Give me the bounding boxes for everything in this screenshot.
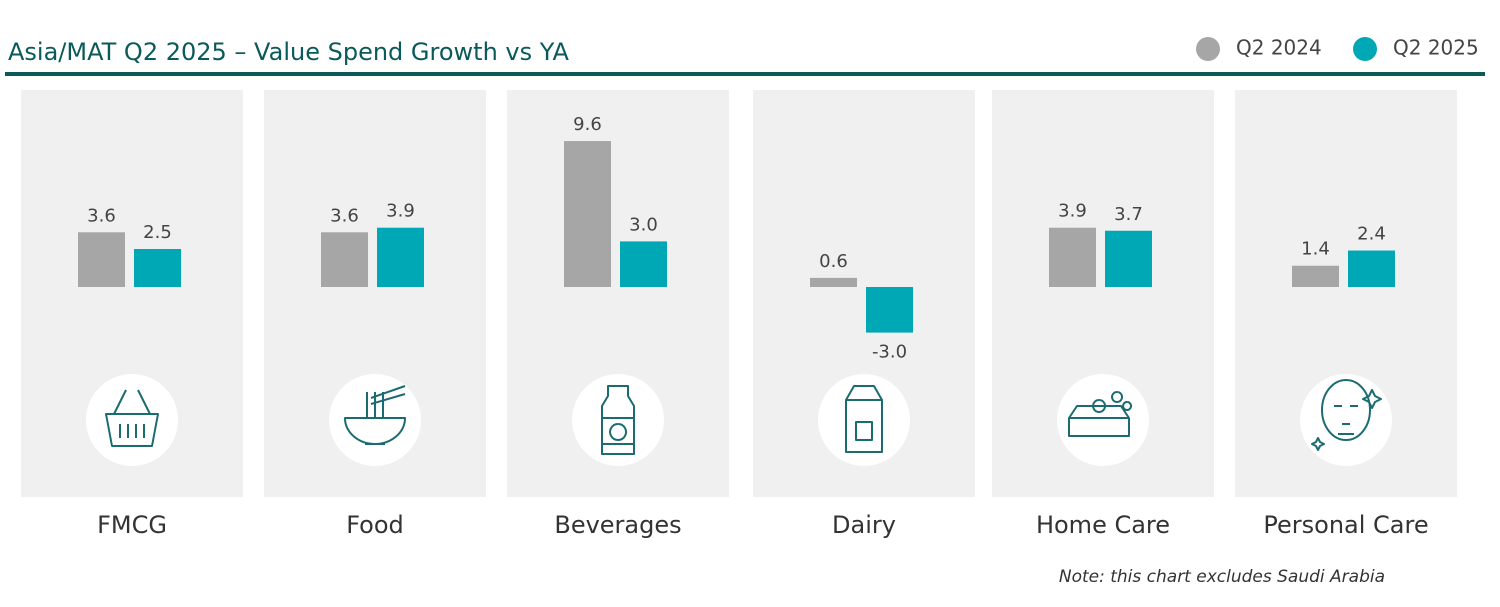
bar <box>866 287 913 333</box>
bar <box>810 277 857 287</box>
category-label: Personal Care <box>1263 511 1428 539</box>
category-icon <box>1068 391 1133 437</box>
bar <box>321 232 368 287</box>
legend-label: Q2 2025 <box>1393 36 1479 60</box>
value-label: -3.0 <box>872 342 907 363</box>
bar <box>1348 250 1395 287</box>
value-label: 0.6 <box>819 251 848 272</box>
value-label: 1.4 <box>1301 239 1330 260</box>
legend-swatch <box>1196 37 1220 61</box>
icon-circle <box>86 374 178 466</box>
value-label: 3.6 <box>330 205 359 226</box>
value-label: 3.9 <box>1058 201 1087 222</box>
icon-circle <box>572 374 664 466</box>
icon-circle <box>1300 374 1392 466</box>
chart-title: Asia/MAT Q2 2025 – Value Spend Growth vs… <box>8 38 570 66</box>
category-icon <box>845 385 883 453</box>
category-icon <box>601 385 635 455</box>
value-label: 9.6 <box>573 114 602 135</box>
category-icon <box>1311 379 1382 451</box>
value-label: 3.0 <box>629 214 658 235</box>
category-icon <box>344 385 406 445</box>
title-rule <box>5 72 1485 76</box>
bar <box>134 249 181 287</box>
value-label: 3.6 <box>87 205 116 226</box>
bar <box>1049 227 1096 287</box>
legend-swatch <box>1353 37 1377 61</box>
category-icon <box>105 389 159 447</box>
category-label: Home Care <box>1036 511 1170 539</box>
category-label: Dairy <box>832 511 896 539</box>
note: Note: this chart excludes Saudi Arabia <box>1059 567 1385 587</box>
value-label: 2.5 <box>143 222 172 243</box>
icon-circle <box>1057 374 1149 466</box>
category-label: Food <box>346 511 404 539</box>
category-label: FMCG <box>97 511 167 539</box>
bar <box>620 241 667 287</box>
bar <box>78 232 125 287</box>
icon-circle <box>329 374 421 466</box>
bar <box>564 141 611 287</box>
legend: Q2 2024 Q2 2025 <box>1196 36 1479 61</box>
value-label: 3.9 <box>386 201 415 222</box>
bar <box>1105 230 1152 287</box>
bar <box>1292 265 1339 287</box>
value-label: 2.4 <box>1357 224 1386 245</box>
bar <box>377 227 424 287</box>
icon-circle <box>818 374 910 466</box>
category-label: Beverages <box>554 511 681 539</box>
value-label: 3.7 <box>1114 204 1143 225</box>
legend-label: Q2 2024 <box>1236 36 1322 60</box>
